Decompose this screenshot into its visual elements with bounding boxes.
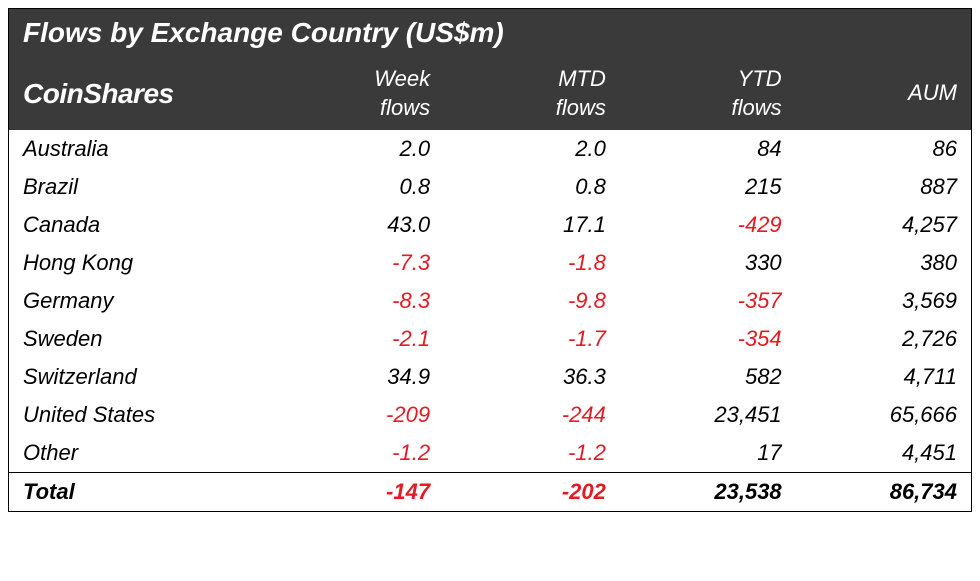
row-mtd: -1.7 (444, 320, 620, 358)
total-mtd: -202 (444, 473, 620, 512)
row-aum: 380 (796, 244, 972, 282)
row-mtd: 36.3 (444, 358, 620, 396)
row-week: -8.3 (268, 282, 444, 320)
row-week: -7.3 (268, 244, 444, 282)
col-week: Week flows (268, 57, 444, 130)
row-label: Hong Kong (9, 244, 269, 282)
row-label: Australia (9, 130, 269, 168)
col-ytd-l1: YTD (634, 65, 782, 94)
col-aum-l2: AUM (810, 79, 957, 108)
table-row: Hong Kong-7.3-1.8330380 (9, 244, 972, 282)
row-aum: 65,666 (796, 396, 972, 434)
table-row: Canada43.017.1-4294,257 (9, 206, 972, 244)
row-mtd: -1.8 (444, 244, 620, 282)
table-title: Flows by Exchange Country (US$m) (9, 9, 972, 58)
row-aum: 4,711 (796, 358, 972, 396)
row-mtd: 0.8 (444, 168, 620, 206)
row-aum: 4,257 (796, 206, 972, 244)
row-week: 43.0 (268, 206, 444, 244)
row-label: Germany (9, 282, 269, 320)
total-row: Total -147 -202 23,538 86,734 (9, 473, 972, 512)
row-week: -2.1 (268, 320, 444, 358)
total-ytd: 23,538 (620, 473, 796, 512)
row-mtd: -244 (444, 396, 620, 434)
total-week: -147 (268, 473, 444, 512)
header-row: CoinShares Week flows MTD flows YTD flow… (9, 57, 972, 130)
row-mtd: -1.2 (444, 434, 620, 473)
total-label: Total (9, 473, 269, 512)
row-ytd: 215 (620, 168, 796, 206)
row-ytd: 330 (620, 244, 796, 282)
row-aum: 2,726 (796, 320, 972, 358)
row-label: Other (9, 434, 269, 473)
col-mtd-l1: MTD (458, 65, 606, 94)
col-aum: AUM (796, 57, 972, 130)
col-ytd-l2: flows (634, 94, 782, 123)
row-week: 0.8 (268, 168, 444, 206)
row-week: -1.2 (268, 434, 444, 473)
row-aum: 4,451 (796, 434, 972, 473)
table-row: United States-209-24423,45165,666 (9, 396, 972, 434)
row-label: Brazil (9, 168, 269, 206)
row-label: Canada (9, 206, 269, 244)
row-ytd: -429 (620, 206, 796, 244)
col-mtd-l2: flows (458, 94, 606, 123)
flows-table: Flows by Exchange Country (US$m) CoinSha… (8, 8, 972, 512)
row-aum: 86 (796, 130, 972, 168)
table-row: Sweden-2.1-1.7-3542,726 (9, 320, 972, 358)
col-ytd: YTD flows (620, 57, 796, 130)
row-label: Sweden (9, 320, 269, 358)
brand-logo: CoinShares (9, 57, 269, 130)
row-week: -209 (268, 396, 444, 434)
row-label: Switzerland (9, 358, 269, 396)
row-aum: 3,569 (796, 282, 972, 320)
col-week-l1: Week (282, 65, 430, 94)
row-mtd: 2.0 (444, 130, 620, 168)
row-aum: 887 (796, 168, 972, 206)
row-mtd: -9.8 (444, 282, 620, 320)
row-mtd: 17.1 (444, 206, 620, 244)
table-row: Germany-8.3-9.8-3573,569 (9, 282, 972, 320)
row-label: United States (9, 396, 269, 434)
row-ytd: 84 (620, 130, 796, 168)
row-ytd: -357 (620, 282, 796, 320)
table-row: Other-1.2-1.2174,451 (9, 434, 972, 473)
title-row: Flows by Exchange Country (US$m) (9, 9, 972, 58)
table-row: Brazil0.80.8215887 (9, 168, 972, 206)
row-ytd: 582 (620, 358, 796, 396)
row-week: 34.9 (268, 358, 444, 396)
table-row: Australia2.02.08486 (9, 130, 972, 168)
total-aum: 86,734 (796, 473, 972, 512)
row-ytd: 17 (620, 434, 796, 473)
table-row: Switzerland34.936.35824,711 (9, 358, 972, 396)
row-ytd: -354 (620, 320, 796, 358)
row-ytd: 23,451 (620, 396, 796, 434)
col-mtd: MTD flows (444, 57, 620, 130)
col-week-l2: flows (282, 94, 430, 123)
row-week: 2.0 (268, 130, 444, 168)
